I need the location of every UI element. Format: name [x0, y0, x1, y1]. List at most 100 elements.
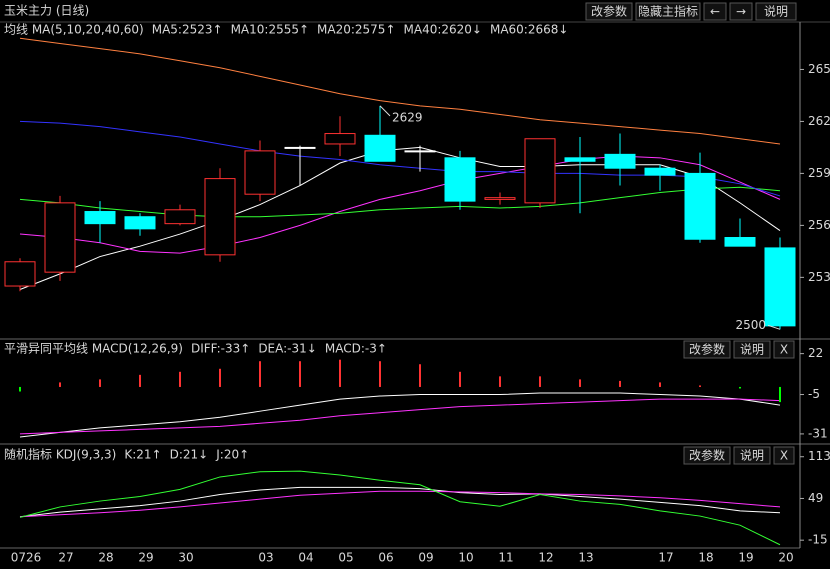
button-frame[interactable]: [683, 446, 731, 465]
y-tick-label: 2560: [808, 218, 830, 232]
button-label[interactable]: X: [780, 343, 788, 357]
indicator-line: [19, 486, 781, 518]
x-tick-label: 04: [298, 551, 313, 565]
button[interactable]: 说明: [755, 2, 797, 21]
button[interactable]: →: [729, 2, 753, 21]
candle-body: [404, 150, 436, 153]
x-tick-label: 12: [538, 551, 553, 565]
x-tick-label: 05: [338, 551, 353, 565]
button-frame[interactable]: [773, 446, 795, 465]
high-annotation: 2629: [392, 110, 423, 124]
x-tick-label: 09: [418, 551, 433, 565]
button-frame[interactable]: [585, 2, 633, 21]
x-tick-label: 28: [98, 551, 113, 565]
legend-entry: MA60:2668↓: [490, 23, 568, 37]
legend-entry: DEA:-31↓: [258, 342, 317, 356]
x-tick-label: 19: [738, 551, 753, 565]
candle-body: [684, 172, 716, 240]
candle-body: [484, 197, 516, 200]
low-annotation: 2500: [735, 318, 766, 332]
candle-body: [764, 247, 796, 327]
indicator-line: [19, 186, 781, 218]
button-frame[interactable]: [773, 340, 795, 359]
x-tick-label: 06: [378, 551, 393, 565]
candle-body: [644, 167, 676, 176]
candle-body: [364, 134, 396, 162]
candle-body: [124, 216, 156, 230]
button[interactable]: 说明: [733, 446, 771, 465]
button[interactable]: 改参数: [683, 340, 731, 359]
y-tick-label: -5: [808, 387, 820, 401]
button[interactable]: ←: [703, 2, 727, 21]
button[interactable]: X: [773, 340, 795, 359]
button-label[interactable]: 改参数: [689, 448, 725, 463]
button[interactable]: 改参数: [585, 2, 633, 21]
legend-entry: MA40:2620↓: [404, 23, 482, 37]
candle-body: [164, 209, 196, 225]
x-tick-label: 29: [138, 551, 153, 565]
button-label[interactable]: 改参数: [591, 4, 627, 19]
button-label[interactable]: 说明: [740, 342, 764, 357]
x-tick-label: 17: [658, 551, 673, 565]
button[interactable]: 改参数: [683, 446, 731, 465]
x-tick-label: 13: [578, 551, 593, 565]
legend-entry: MA20:2575↑: [317, 23, 395, 37]
candle-body: [324, 133, 356, 145]
button-frame[interactable]: [703, 2, 727, 21]
x-tick-label: 11: [498, 551, 513, 565]
button-label[interactable]: 说明: [740, 448, 764, 463]
indicator-line: [19, 490, 781, 518]
annotation-pointer: [379, 105, 391, 117]
y-tick-label: -31: [808, 426, 828, 440]
button-frame[interactable]: [729, 2, 753, 21]
y-tick-label: 22: [808, 346, 823, 360]
button-label[interactable]: ←: [710, 5, 720, 19]
y-tick-label: 2530: [808, 270, 830, 284]
panel-title: 均线 MA(5,10,20,40,60): [4, 23, 144, 37]
x-tick-label: 0726: [11, 551, 42, 565]
y-tick-label: 2650: [808, 62, 830, 76]
candle-body: [444, 157, 476, 202]
button[interactable]: 说明: [733, 340, 771, 359]
candle-body: [284, 146, 316, 149]
legend-entry: MA10:2555↑: [231, 23, 309, 37]
button[interactable]: 隐藏主指标: [635, 2, 701, 21]
x-tick-label: 27: [58, 551, 73, 565]
button-frame[interactable]: [755, 2, 797, 21]
button-label[interactable]: 说明: [764, 4, 788, 19]
button-frame[interactable]: [635, 2, 701, 21]
x-tick-label: 10: [458, 551, 473, 565]
candle-body: [204, 178, 236, 256]
candle-body: [244, 150, 276, 195]
button-label[interactable]: 隐藏主指标: [638, 4, 698, 19]
legend-entry: D:21↓: [170, 448, 209, 462]
button-label[interactable]: 改参数: [689, 342, 725, 357]
indicator-line: [19, 146, 781, 290]
indicator-line: [19, 37, 781, 145]
candle-body: [4, 261, 36, 287]
button[interactable]: X: [773, 446, 795, 465]
y-tick-label: -15: [808, 533, 828, 547]
button-label[interactable]: X: [780, 449, 788, 463]
y-tick-label: 2620: [808, 114, 830, 128]
indicator-line: [19, 470, 781, 546]
button-frame[interactable]: [733, 340, 771, 359]
candle-body: [44, 202, 76, 273]
page-title: 玉米主力 (日线): [4, 4, 89, 18]
x-tick-label: 30: [178, 551, 193, 565]
indicator-line: [19, 392, 781, 438]
panel-title: 平滑异同平均线 MACD(12,26,9): [4, 342, 183, 356]
candle-body: [724, 237, 756, 247]
y-tick-label: 2590: [808, 166, 830, 180]
legend-entry: K:21↑: [124, 448, 161, 462]
button-frame[interactable]: [733, 446, 771, 465]
button-frame[interactable]: [683, 340, 731, 359]
legend-entry: J:20↑: [215, 448, 249, 462]
legend-entry: DIFF:-33↑: [191, 342, 250, 356]
x-tick-label: 18: [698, 551, 713, 565]
button-label[interactable]: →: [736, 5, 746, 19]
legend-entry: MA5:2523↑: [152, 23, 223, 37]
indicator-line: [19, 398, 781, 435]
